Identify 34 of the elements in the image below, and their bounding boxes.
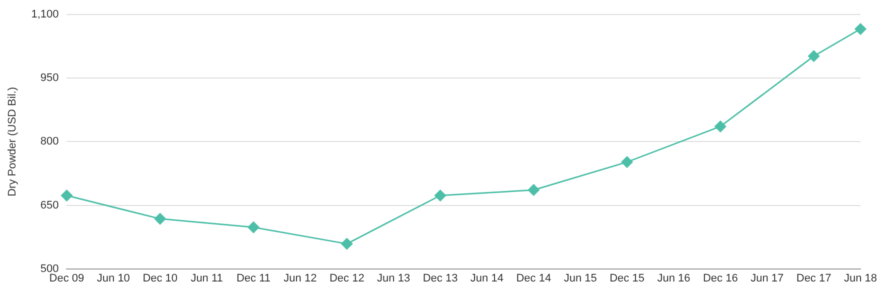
y-tick-label: 1,100	[31, 8, 59, 21]
x-tick-label: Dec 10	[142, 272, 178, 284]
point	[528, 184, 540, 196]
point	[341, 238, 353, 250]
point	[248, 222, 260, 234]
point	[60, 190, 72, 202]
x-tick-label: Dec 12	[329, 272, 364, 284]
x-tick-label: Dec 09	[49, 272, 84, 284]
point	[808, 50, 820, 62]
x-tick-label: Dec 11	[236, 272, 271, 284]
x-tick-label: Jun 13	[377, 272, 410, 284]
x-tick-label: Jun 16	[657, 272, 690, 284]
y-tick-label: 800	[40, 136, 59, 148]
x-tick-label: Dec 13	[422, 272, 458, 284]
point	[714, 120, 726, 132]
point	[154, 213, 166, 225]
y-tick-label: 500	[40, 262, 59, 275]
point	[621, 156, 633, 168]
x-tick-label: Dec 16	[702, 272, 738, 284]
point	[854, 23, 866, 35]
x-tick-label: Jun 15	[564, 272, 597, 284]
x-tick-label: Dec 14	[516, 272, 552, 284]
x-tick-label: Jun 14	[470, 272, 504, 284]
x-tick-label: Dec 17	[796, 272, 832, 284]
x-tick-label: Jun 11	[190, 272, 223, 284]
x-tick-label: Jun 10	[96, 272, 130, 284]
x-tick-label: Dec 15	[610, 272, 644, 284]
x-tick-label: Jun 18	[844, 272, 877, 284]
point	[434, 190, 446, 202]
y-tick-label: 950	[40, 72, 59, 84]
y-tick-label: 650	[40, 199, 59, 212]
x-tick-label: Jun 17	[750, 272, 784, 284]
x-tick-label: Jun 12	[284, 272, 317, 284]
y-axis-title: Dry Powder (USD Bil.)	[6, 86, 19, 196]
